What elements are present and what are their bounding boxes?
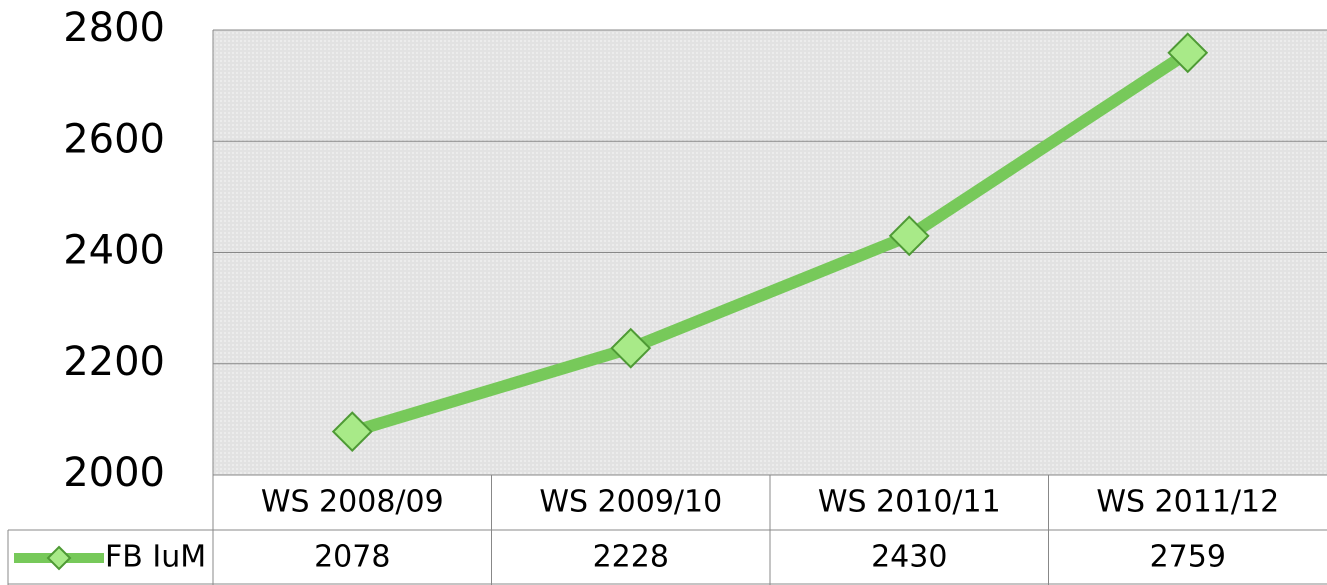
x-tick-label: WS 2011/12 [1096, 485, 1279, 520]
y-tick-label: 2600 [63, 116, 165, 162]
y-tick-label: 2200 [63, 339, 165, 385]
table-value: 2759 [1150, 540, 1226, 575]
x-tick-label: WS 2010/11 [818, 485, 1001, 520]
marker [331, 411, 373, 453]
y-tick-label: 2400 [63, 228, 165, 274]
legend-marker [46, 545, 72, 571]
table-value: 2228 [593, 540, 669, 575]
table-value: 2430 [871, 540, 947, 575]
marker [1167, 32, 1209, 74]
x-tick-label: WS 2009/10 [539, 485, 722, 520]
legend-label: FB IuM [105, 540, 206, 575]
series-line [350, 47, 1192, 438]
marker [888, 215, 930, 257]
y-tick-label: 2000 [63, 450, 165, 496]
marker [610, 327, 652, 369]
y-tick-label: 2800 [63, 5, 165, 51]
x-tick-label: WS 2008/09 [261, 485, 444, 520]
table-value: 2078 [314, 540, 390, 575]
